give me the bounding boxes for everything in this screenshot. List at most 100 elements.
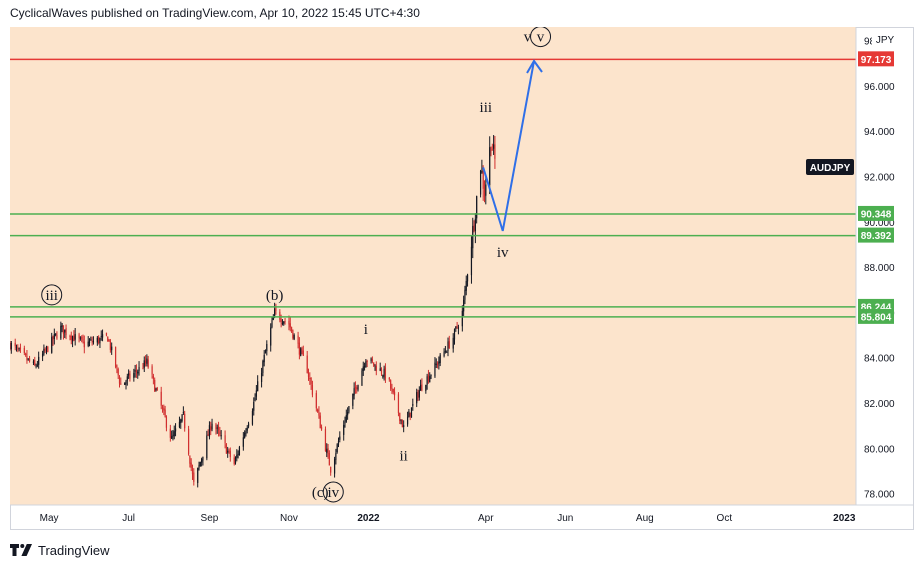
candle-body bbox=[410, 407, 413, 418]
candle-body bbox=[293, 335, 295, 340]
currency-label: JPY bbox=[876, 35, 895, 46]
candle-body bbox=[60, 325, 62, 339]
y-tick-label: 88.000 bbox=[864, 263, 895, 274]
projection-path bbox=[482, 60, 536, 232]
tradingview-logo-icon bbox=[10, 544, 32, 556]
x-axis[interactable]: May Jul Sep Nov 2022 Apr Jun Aug Oct 2023 bbox=[40, 513, 856, 524]
candle-body bbox=[70, 335, 72, 340]
candle-body bbox=[146, 358, 148, 364]
candle-body bbox=[302, 350, 304, 356]
candle-body bbox=[333, 459, 336, 474]
candle-body bbox=[352, 393, 354, 406]
candle-body bbox=[92, 340, 95, 343]
candle-body bbox=[443, 351, 445, 356]
candle-body bbox=[81, 337, 83, 339]
candle-body bbox=[257, 381, 259, 392]
candle-body bbox=[374, 364, 376, 366]
candle-body bbox=[455, 326, 457, 329]
candle-body bbox=[233, 457, 235, 465]
candle-body bbox=[483, 190, 486, 198]
wave-label: v bbox=[537, 30, 545, 46]
candle-body bbox=[10, 343, 12, 350]
y-tick-label: 94.000 bbox=[864, 127, 895, 138]
candle-body bbox=[363, 366, 366, 368]
candle-body bbox=[245, 431, 247, 435]
x-tick-label: May bbox=[40, 513, 59, 524]
candle-body bbox=[182, 412, 184, 414]
candle-body bbox=[210, 426, 212, 431]
candle-body bbox=[339, 436, 341, 440]
candle-body bbox=[246, 427, 248, 431]
candle-body bbox=[251, 410, 254, 425]
candle-body bbox=[430, 374, 432, 376]
candle-body bbox=[155, 388, 157, 391]
candle-body bbox=[345, 415, 347, 422]
y-tick-label: 82.000 bbox=[864, 399, 895, 410]
candle-body bbox=[147, 359, 149, 368]
y-tick-label: 96.000 bbox=[864, 82, 895, 93]
x-tick-label: Nov bbox=[280, 513, 298, 524]
candle-body bbox=[19, 347, 22, 350]
candle-body bbox=[27, 358, 29, 360]
candle-body bbox=[61, 325, 63, 327]
candle-body bbox=[227, 450, 229, 453]
candle-body bbox=[326, 448, 328, 453]
footer-brand: TradingView bbox=[38, 542, 110, 558]
candle-body bbox=[275, 307, 277, 311]
y-tick-label: 84.000 bbox=[864, 354, 895, 365]
candle-body bbox=[427, 375, 430, 382]
candle-body bbox=[34, 360, 36, 366]
candle-body bbox=[435, 363, 437, 365]
candle-body bbox=[317, 409, 319, 412]
candle-body bbox=[138, 366, 140, 371]
candle-body bbox=[388, 377, 390, 380]
candle-body bbox=[100, 335, 102, 337]
symbol-tag: AUDJPY bbox=[806, 159, 854, 175]
candle-body bbox=[348, 406, 350, 412]
candle-body bbox=[187, 428, 190, 455]
price-levels bbox=[10, 58, 856, 318]
candle-body bbox=[129, 373, 131, 379]
candle-body bbox=[78, 334, 80, 338]
candle-body bbox=[44, 349, 46, 351]
candle-body bbox=[142, 367, 144, 369]
y-tick-label: 90.000 bbox=[864, 218, 895, 229]
publish-attribution: CyclicalWaves published on TradingView.c… bbox=[10, 6, 420, 20]
candle-body bbox=[154, 379, 156, 392]
candle-body bbox=[429, 376, 431, 383]
candle-body bbox=[447, 341, 449, 352]
candle-body bbox=[211, 423, 213, 430]
candle-body bbox=[32, 361, 35, 363]
candle-body bbox=[190, 462, 192, 468]
candle-body bbox=[36, 364, 38, 366]
candle-body bbox=[365, 361, 367, 368]
candle-body bbox=[263, 354, 265, 363]
candle-body bbox=[490, 147, 492, 151]
candle-body bbox=[406, 416, 409, 425]
candle-body bbox=[219, 431, 221, 435]
candle-body bbox=[135, 370, 138, 372]
candle-body bbox=[207, 434, 209, 436]
candle-body bbox=[463, 299, 465, 312]
candle-body bbox=[253, 401, 255, 411]
candle-body bbox=[134, 370, 136, 372]
candle-body bbox=[198, 464, 200, 469]
wave-label-circle bbox=[41, 284, 63, 306]
candle-body bbox=[199, 462, 201, 467]
candle-body bbox=[126, 376, 128, 381]
candle-body bbox=[83, 341, 85, 348]
y-tick-label: 80.000 bbox=[864, 444, 895, 455]
candle-body bbox=[28, 358, 31, 362]
candle-body bbox=[426, 376, 428, 385]
candle-body bbox=[453, 329, 456, 340]
candle-body bbox=[408, 411, 410, 418]
candle-body bbox=[470, 246, 473, 276]
x-tick-label: Jul bbox=[122, 513, 135, 524]
candle-body bbox=[64, 329, 66, 333]
candle-body bbox=[392, 388, 394, 393]
currency-unit: JPY bbox=[872, 33, 898, 46]
candle-body bbox=[114, 346, 117, 367]
y-axis[interactable]: 78.00080.00082.00084.00086.00088.00090.0… bbox=[858, 37, 895, 501]
